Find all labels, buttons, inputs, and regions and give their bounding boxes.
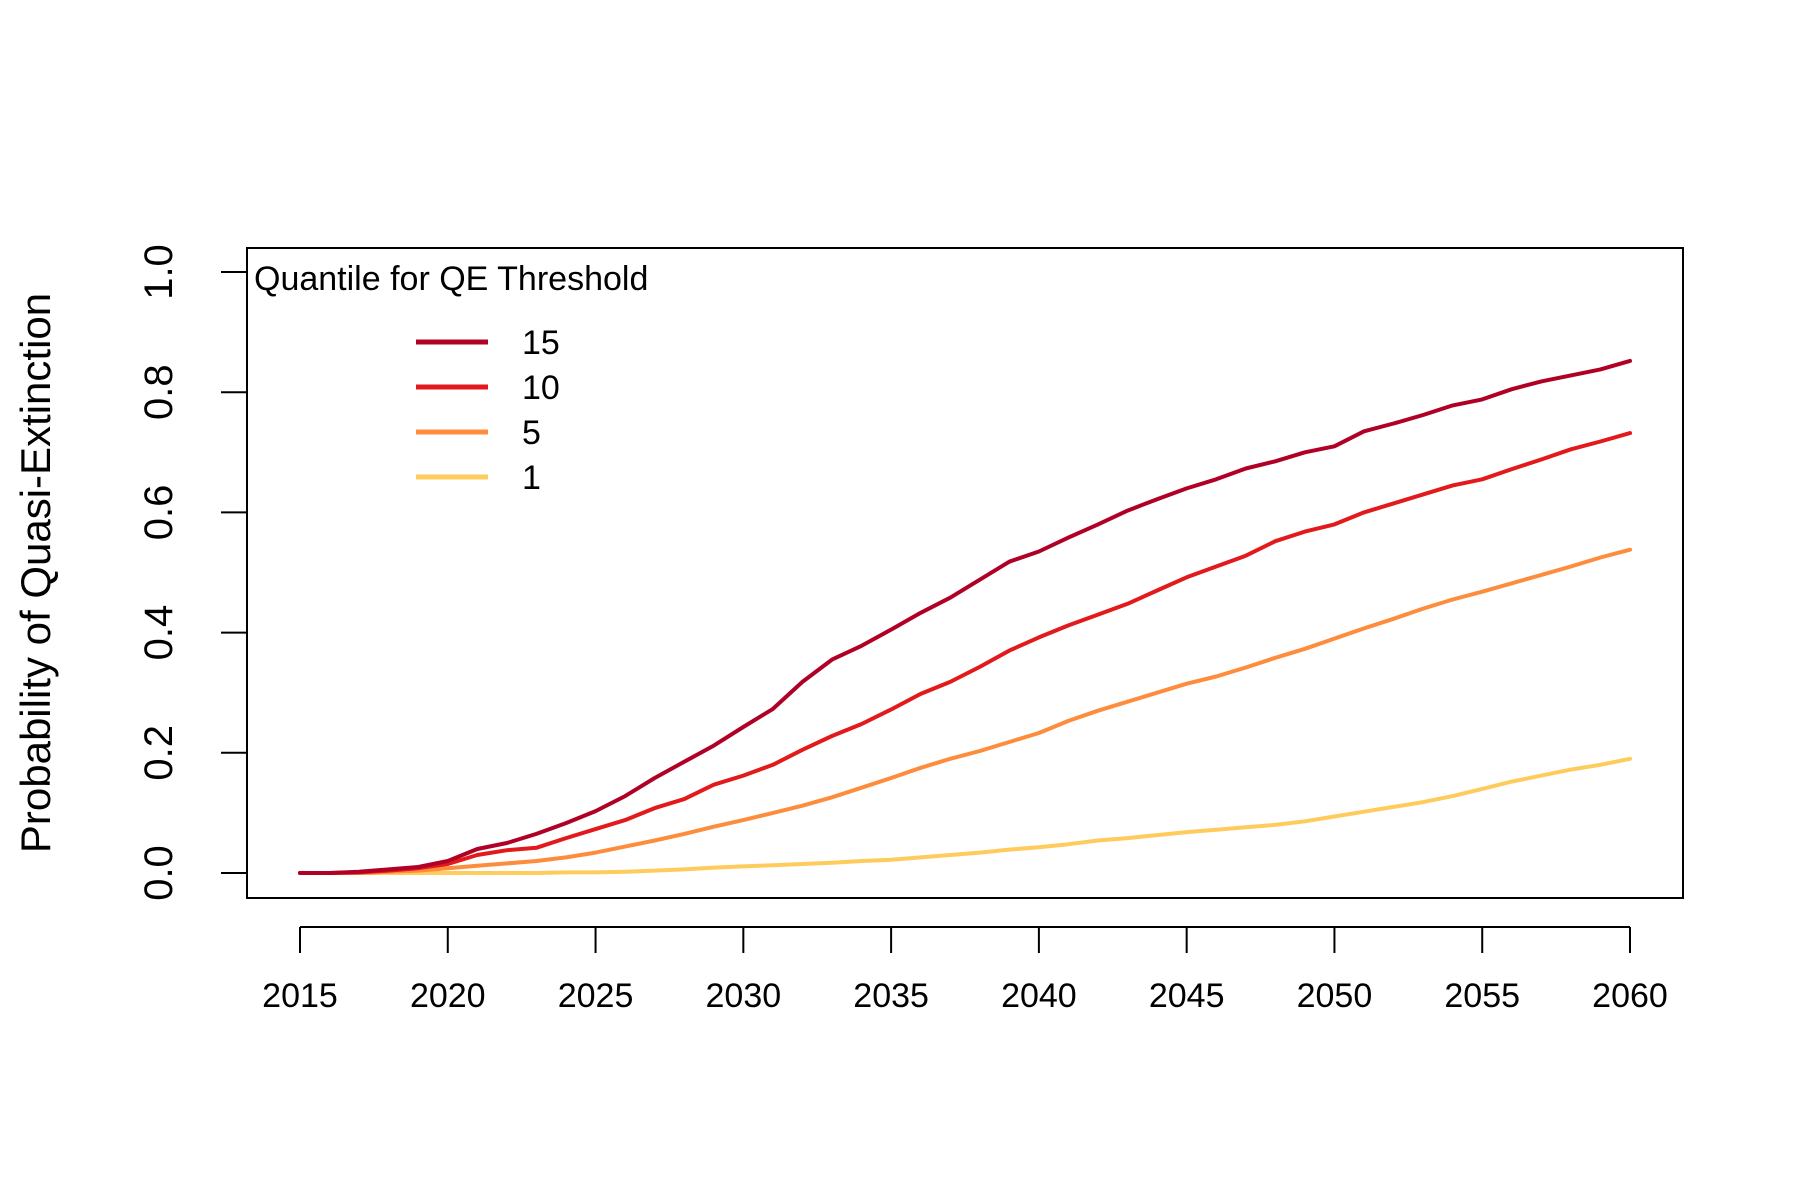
x-tick-label: 2030 (706, 977, 782, 1015)
x-tick-label: 2060 (1592, 977, 1668, 1015)
x-tick-label: 2035 (853, 977, 929, 1015)
legend-label-10: 10 (522, 369, 560, 407)
legend-label-15: 15 (522, 324, 560, 362)
y-tick-label: 0.4 (137, 605, 181, 661)
series-line-10 (298, 431, 1632, 875)
y-axis-title: Probability of Quasi-Extinction (12, 293, 59, 853)
y-tick-label: 0.8 (137, 364, 181, 420)
x-tick-label: 2055 (1444, 977, 1520, 1015)
legend-label-1: 1 (522, 459, 541, 497)
x-tick-label: 2050 (1297, 977, 1373, 1015)
y-tick-label: 0.0 (137, 845, 181, 901)
legend-label-5: 5 (522, 414, 541, 452)
plot-frame (246, 247, 1684, 899)
legend-title: Quantile for QE Threshold (254, 260, 648, 298)
series-lines (298, 358, 1632, 875)
y-tick-label: 1.0 (137, 244, 181, 300)
x-tick-label: 2040 (1001, 977, 1077, 1015)
y-tick-label: 0.6 (137, 485, 181, 541)
x-tick-label: 2045 (1149, 977, 1225, 1015)
x-tick-label: 2020 (410, 977, 486, 1015)
y-tick-label: 0.2 (137, 725, 181, 781)
x-tick-label: 2015 (262, 977, 338, 1015)
y-axis: 0.0 0.2 0.4 0.6 0.8 1.0 (137, 244, 248, 901)
x-tick-label: 2025 (558, 977, 634, 1015)
series-line-5 (298, 547, 1632, 875)
series-line-1 (298, 756, 1632, 875)
x-axis: 2015 2020 2025 2030 2035 2040 2045 2050 2055 2060 (262, 926, 1668, 1015)
series-line-15 (298, 358, 1632, 875)
legend: Quantile for QE Threshold 15 10 5 1 (254, 260, 648, 497)
